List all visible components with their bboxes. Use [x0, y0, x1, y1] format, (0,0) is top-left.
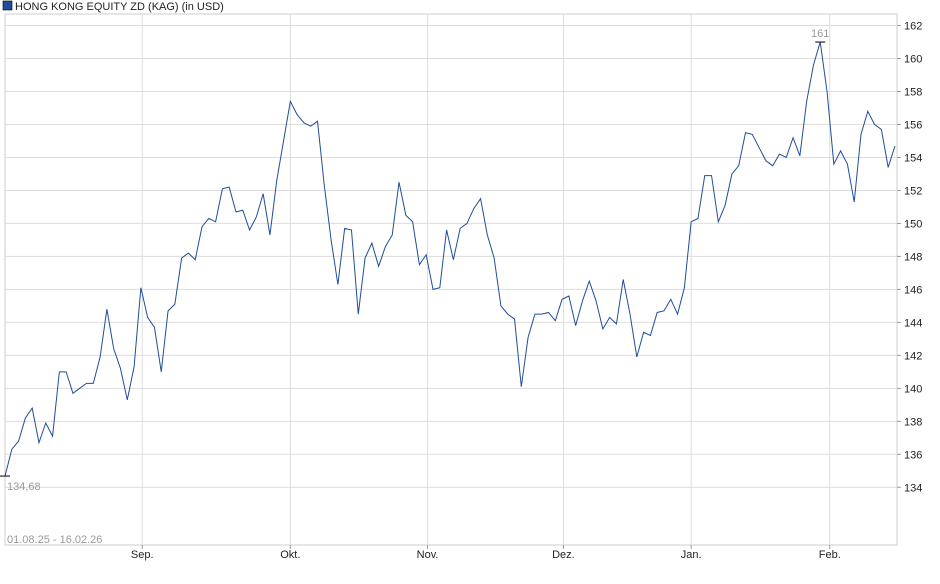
- y-tick-label: 154: [904, 152, 922, 164]
- y-tick-label: 136: [904, 449, 922, 461]
- date-range: 01.08.25 - 16.02.26: [7, 534, 102, 546]
- data-line: [4, 41, 896, 477]
- x-tick-label: Okt.: [280, 549, 300, 561]
- value-label: 161: [811, 28, 829, 40]
- x-tick-label: Nov.: [417, 549, 439, 561]
- legend-swatch: [2, 0, 13, 11]
- value-label: 134,68: [7, 481, 41, 493]
- y-tick-label: 156: [904, 119, 922, 131]
- y-tick-label: 140: [904, 383, 922, 395]
- y-tick-label: 142: [904, 350, 922, 362]
- y-tick-label: 152: [904, 185, 922, 197]
- y-tick-label: 148: [904, 251, 922, 263]
- y-tick-label: 134: [904, 482, 922, 494]
- y-tick-label: 150: [904, 218, 922, 230]
- y-tick-label: 160: [904, 54, 922, 66]
- y-tick-label: 158: [904, 87, 922, 99]
- y-tick-label: 138: [904, 416, 922, 428]
- chart-title: HONG KONG EQUITY ZD (KAG) (in USD): [15, 1, 224, 13]
- y-tick-label: 162: [904, 21, 922, 33]
- plot-frame: [4, 13, 898, 546]
- y-tick-label: 144: [904, 317, 922, 329]
- x-tick-label: Sep.: [131, 549, 154, 561]
- x-tick-label: Feb.: [819, 549, 841, 561]
- x-tick-label: Jan.: [681, 549, 702, 561]
- y-tick-label: 146: [904, 284, 922, 296]
- x-tick-label: Dez.: [552, 549, 575, 561]
